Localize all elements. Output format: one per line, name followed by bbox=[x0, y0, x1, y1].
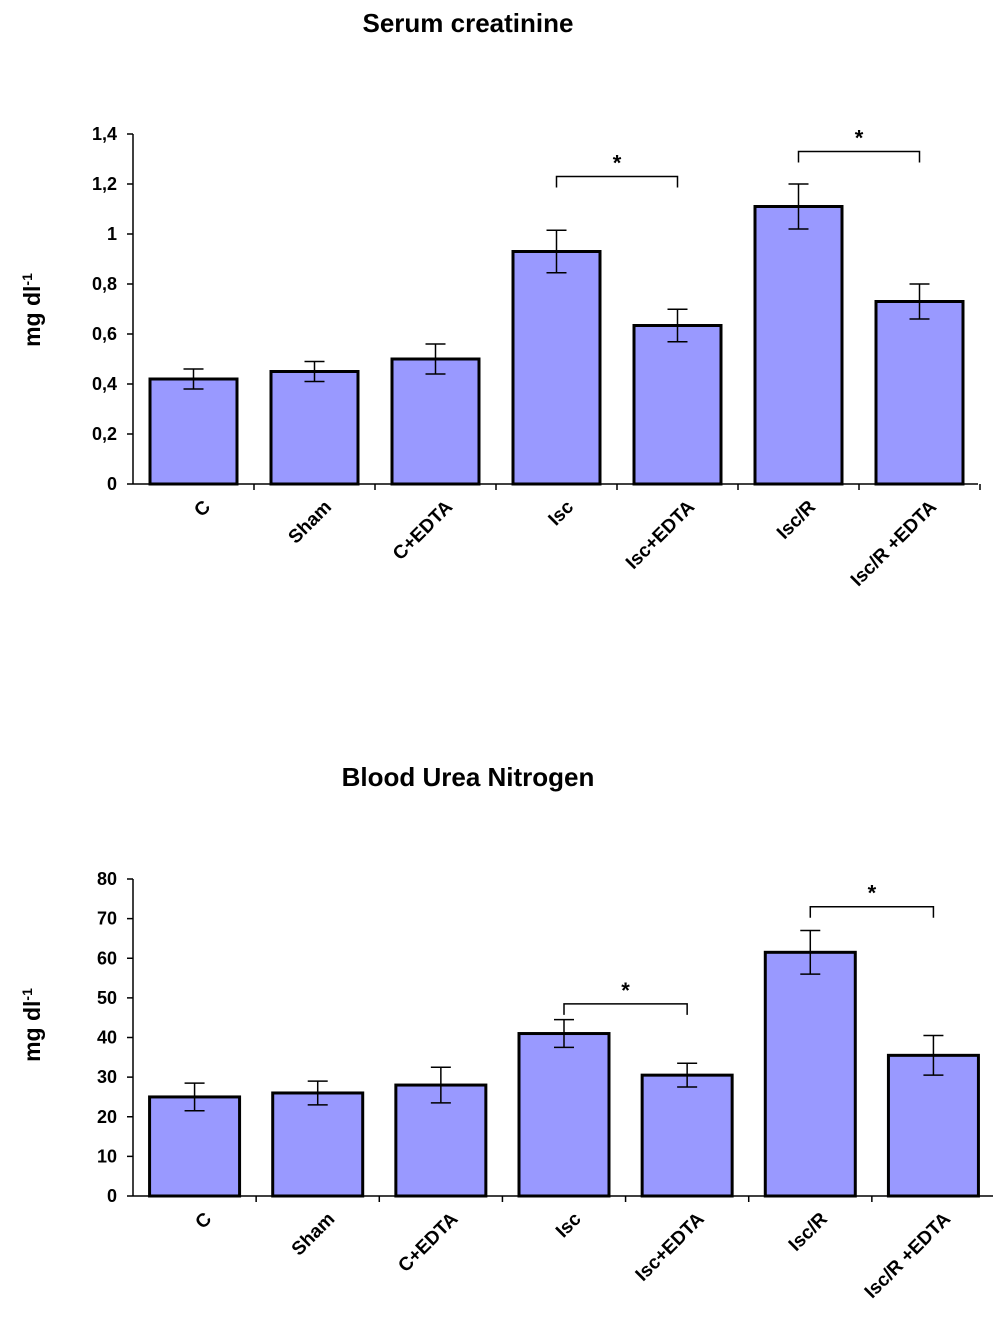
y-tick-label: 0,4 bbox=[92, 374, 117, 394]
bar bbox=[394, 1083, 488, 1198]
y-tick-label: 0,6 bbox=[92, 324, 117, 344]
x-tick-label: Isc/R +EDTA bbox=[847, 496, 941, 590]
significance-marker: * bbox=[868, 881, 877, 906]
bar bbox=[632, 324, 723, 486]
chart-title: Blood Urea Nitrogen bbox=[342, 762, 595, 792]
x-tick-label: Isc+EDTA bbox=[632, 1208, 709, 1285]
y-axis-label: mg dl-1 bbox=[19, 273, 45, 347]
bar bbox=[886, 1053, 980, 1198]
bar bbox=[148, 1095, 242, 1198]
bar bbox=[148, 377, 239, 486]
x-tick-label: Sham bbox=[285, 497, 336, 548]
y-tick-label: 10 bbox=[97, 1146, 117, 1166]
y-tick-label: 30 bbox=[97, 1067, 117, 1087]
bar bbox=[271, 1091, 365, 1198]
y-tick-label: 70 bbox=[97, 909, 117, 929]
significance-bracket bbox=[563, 1003, 688, 1015]
bar bbox=[874, 300, 965, 486]
y-tick-label: 40 bbox=[97, 1028, 117, 1048]
x-tick-label: Isc bbox=[552, 1208, 586, 1242]
significance-marker: * bbox=[855, 126, 864, 151]
bar bbox=[640, 1073, 734, 1198]
x-tick-label: C bbox=[192, 1208, 217, 1233]
bar bbox=[390, 357, 481, 486]
y-tick-label: 0 bbox=[107, 1186, 117, 1206]
significance-marker: * bbox=[613, 151, 622, 176]
bar bbox=[763, 950, 857, 1198]
x-tick-label: C+EDTA bbox=[394, 1208, 462, 1276]
x-tick-label: Isc/R bbox=[785, 1208, 832, 1255]
significance-marker: * bbox=[621, 978, 630, 1003]
x-tick-label: Sham bbox=[288, 1209, 339, 1260]
x-tick-label: C bbox=[190, 496, 215, 521]
y-axis-label: mg dl-1 bbox=[19, 988, 45, 1062]
bar bbox=[269, 370, 360, 486]
y-tick-label: 60 bbox=[97, 948, 117, 968]
bar bbox=[517, 1032, 611, 1198]
x-tick-label: C+EDTA bbox=[389, 496, 457, 564]
x-tick-label: Isc/R bbox=[773, 496, 820, 543]
y-tick-label: 0 bbox=[107, 474, 117, 494]
x-tick-label: Isc bbox=[545, 496, 579, 530]
y-tick-label: 50 bbox=[97, 988, 117, 1008]
y-tick-label: 0,8 bbox=[92, 274, 117, 294]
chart-blood-urea-nitrogen: Blood Urea Nitrogen mg dl-1 0 10 20 30 40 50 6… bbox=[19, 762, 993, 1303]
x-tick-label: Isc/R +EDTA bbox=[861, 1208, 955, 1302]
chart-title: Serum creatinine bbox=[363, 8, 574, 38]
y-tick-label: 80 bbox=[97, 869, 117, 889]
chart-serum-creatinine: Serum creatinine mg dl-1 0 0,2 0,4 0,6 0,8 1 1… bbox=[19, 8, 981, 591]
y-tick-label: 1,4 bbox=[92, 124, 117, 144]
significance-bracket bbox=[555, 175, 679, 188]
y-tick-label: 1,2 bbox=[92, 174, 117, 194]
bar bbox=[511, 250, 602, 486]
y-tick-label: 1 bbox=[107, 224, 117, 244]
significance-bracket bbox=[809, 905, 935, 918]
y-tick-label: 20 bbox=[97, 1107, 117, 1127]
significance-bracket bbox=[797, 150, 921, 163]
x-tick-label: Isc+EDTA bbox=[622, 496, 699, 573]
y-tick-label: 0,2 bbox=[92, 424, 117, 444]
bar bbox=[753, 205, 844, 486]
